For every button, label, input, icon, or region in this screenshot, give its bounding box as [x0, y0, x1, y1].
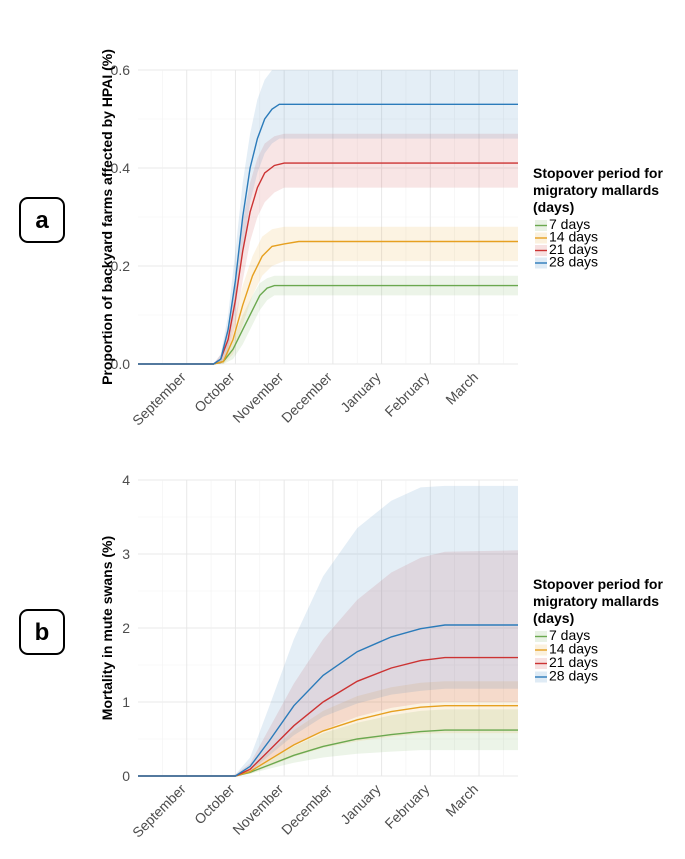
- gridlines: [138, 479, 518, 777]
- ribbon-28-days: [138, 70, 518, 364]
- legend-title: (days): [533, 610, 574, 626]
- x-tick-label: February: [381, 369, 432, 420]
- legend-label: 28 days: [549, 254, 598, 270]
- x-tick-label: December: [278, 781, 335, 838]
- x-tick-label: February: [381, 781, 432, 832]
- panel-badge: [19, 197, 65, 243]
- y-tick-label: 1: [122, 694, 130, 710]
- x-tick-label: October: [191, 781, 238, 828]
- legend-title: migratory mallards: [533, 593, 659, 609]
- y-axis-title: Mortality in mute swans (%): [99, 536, 115, 720]
- y-tick-label: 0.2: [111, 258, 131, 274]
- series-line-7-days: [138, 284, 518, 365]
- ribbon-7-days: [138, 275, 518, 364]
- panel-label: a: [35, 207, 49, 234]
- y-tick-label: 3: [122, 546, 130, 562]
- x-tick-label: November: [229, 781, 286, 838]
- ribbon-28-days: [138, 485, 518, 776]
- legend-label: 28 days: [549, 668, 598, 684]
- legend-label: 14 days: [549, 229, 598, 245]
- y-tick-label: 0.0: [111, 356, 131, 372]
- legend-title: migratory mallards: [533, 182, 659, 198]
- panel-a: a 0.0 0.2 0.4 0.6 September OctoberNovemberDec…: [19, 49, 663, 429]
- ribbon-21-days: [138, 550, 518, 776]
- x-tick-label: September: [129, 369, 189, 429]
- series-line-28-days: [138, 624, 518, 777]
- x-tick-label: November: [229, 369, 286, 426]
- y-axis-title: Proportion of backyard farms affected by…: [99, 49, 115, 385]
- series-line-28-days: [138, 103, 518, 365]
- legend-label: 7 days: [549, 216, 590, 232]
- gridlines: [138, 69, 518, 365]
- x-tick-label: January: [337, 369, 384, 416]
- x-tick-label: March: [442, 369, 481, 408]
- y-tick-label: 2: [122, 620, 130, 636]
- ribbon-7-days: [138, 709, 518, 776]
- x-tick-label: September: [129, 781, 189, 841]
- y-tick-label: 0.6: [111, 62, 131, 78]
- x-tick-label: October: [191, 369, 238, 416]
- legend-title: (days): [533, 199, 574, 215]
- legend-title: Stopover period for: [533, 576, 663, 592]
- panel-label: b: [35, 619, 50, 646]
- y-tick-label: 4: [122, 472, 130, 488]
- ribbon-14-days: [138, 226, 518, 364]
- x-tick-label: January: [337, 781, 384, 828]
- x-tick-label: December: [278, 369, 335, 426]
- legend-title: Stopover period for: [533, 165, 663, 181]
- legend-label: 14 days: [549, 641, 598, 657]
- panel-badge: [19, 609, 65, 655]
- y-tick-label: 0.4: [111, 160, 131, 176]
- legend-label: 7 days: [549, 627, 590, 643]
- y-tick-label: 0: [122, 768, 130, 784]
- x-tick-label: March: [442, 781, 481, 820]
- series-line-21-days: [138, 162, 518, 365]
- ribbon-21-days: [138, 133, 518, 364]
- legend-label: 21 days: [549, 654, 598, 670]
- legend-label: 21 days: [549, 241, 598, 257]
